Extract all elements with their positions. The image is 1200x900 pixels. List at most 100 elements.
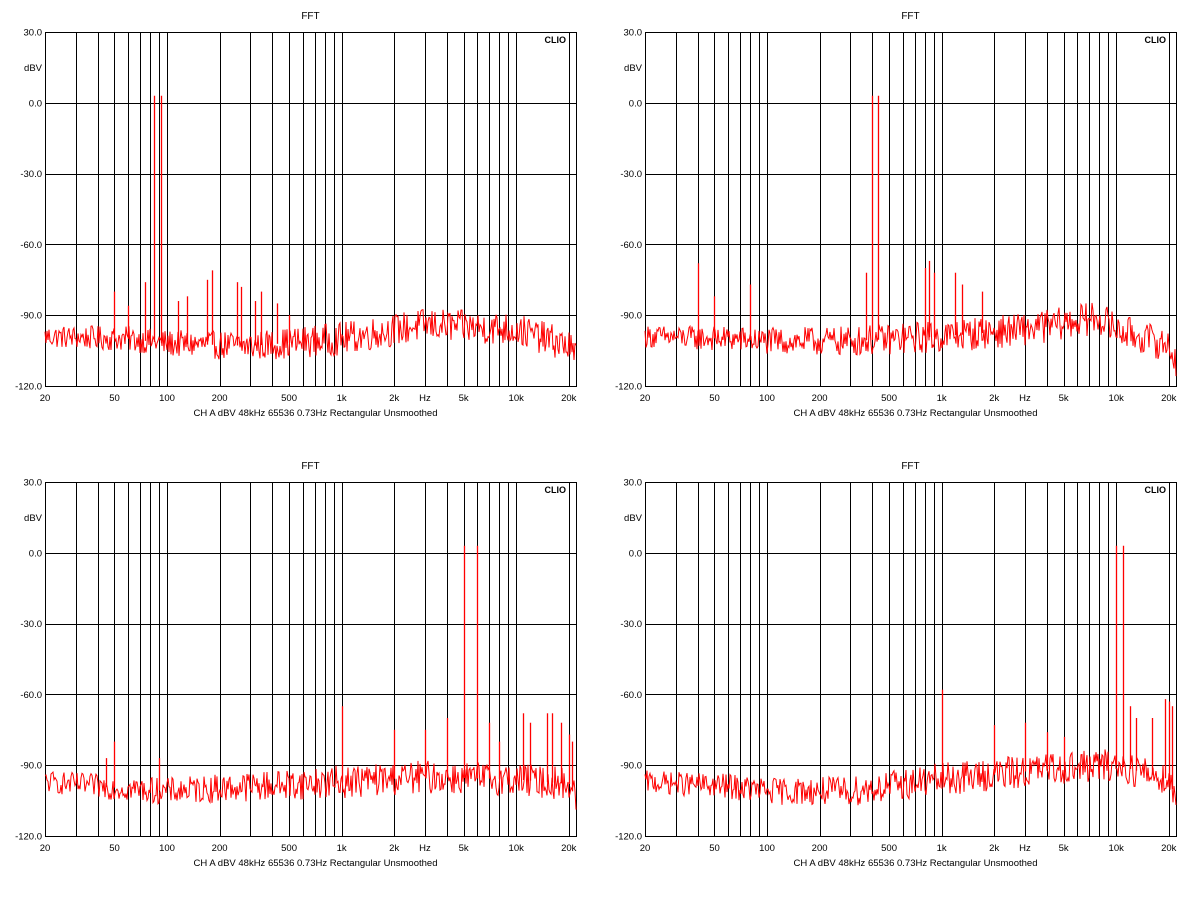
y-tick-label: -120.0 [615, 832, 642, 843]
x-tick-label: 10k [1109, 393, 1125, 404]
y-tick-label: -120.0 [615, 382, 642, 393]
settings-footer: CH A dBV 48kHz 65536 0.73Hz Rectangular … [194, 858, 438, 869]
noise-trace [44, 309, 577, 361]
vertical-gridlines [676, 482, 1170, 836]
x-tick-label: 20k [561, 843, 577, 854]
x-tick-label: 5k [459, 843, 469, 854]
y-axis-label: dBV [24, 513, 43, 524]
x-tick-label: 10k [1109, 843, 1125, 854]
x-tick-label: 200 [812, 843, 828, 854]
chart-title: FFT [901, 461, 919, 472]
y-tick-label: 30.0 [624, 478, 643, 489]
y-tick-label: -90.0 [20, 761, 42, 772]
x-tick-label: 5k [1059, 843, 1069, 854]
x-tick-label: 1k [937, 843, 947, 854]
x-tick-label: 200 [212, 843, 228, 854]
y-axis-label: dBV [624, 63, 643, 74]
y-tick-label: -30.0 [620, 169, 642, 180]
x-tick-label: 20k [1161, 393, 1177, 404]
x-tick-label: 20 [640, 843, 651, 854]
x-tick-label: 2k [989, 843, 999, 854]
y-tick-label: 30.0 [24, 28, 43, 39]
y-tick-label: -90.0 [20, 311, 42, 322]
x-tick-label: 2k [389, 843, 399, 854]
x-tick-label: 20k [1161, 843, 1177, 854]
y-tick-label: -120.0 [15, 382, 42, 393]
y-axis-label: dBV [24, 63, 43, 74]
x-tick-label: 200 [212, 393, 228, 404]
settings-footer: CH A dBV 48kHz 65536 0.73Hz Rectangular … [794, 408, 1038, 419]
y-tick-label: 0.0 [629, 548, 642, 559]
y-tick-label: 0.0 [629, 98, 642, 109]
x-tick-label: 20 [40, 393, 51, 404]
x-tick-label: 2k [989, 393, 999, 404]
x-tick-label: 200 [812, 393, 828, 404]
settings-footer: CH A dBV 48kHz 65536 0.73Hz Rectangular … [794, 858, 1038, 869]
x-tick-label: 10k [509, 843, 525, 854]
clio-brand-label: CLIO [1145, 35, 1167, 45]
x-tick-label: 500 [881, 843, 897, 854]
x-tick-label: Hz [419, 843, 431, 854]
y-tick-label: -60.0 [620, 240, 642, 251]
plot-frame [645, 32, 1177, 387]
noise-trace [44, 760, 577, 810]
noise-trace [644, 302, 1177, 377]
fft-chart-2: FFT 30.0 0.0 -30.0 -60.0 -90.0 -120.0 dBV 20 50 10… [615, 11, 1177, 419]
y-tick-label: 0.0 [29, 548, 42, 559]
x-tick-label: 100 [159, 393, 175, 404]
x-tick-label: 5k [1059, 393, 1069, 404]
y-tick-label: -30.0 [20, 169, 42, 180]
x-tick-label: 500 [281, 843, 297, 854]
clio-brand-label: CLIO [545, 35, 567, 45]
y-tick-label: -90.0 [620, 311, 642, 322]
settings-footer: CH A dBV 48kHz 65536 0.73Hz Rectangular … [194, 408, 438, 419]
chart-title: FFT [301, 461, 319, 472]
clio-brand-label: CLIO [545, 485, 567, 495]
x-tick-label: Hz [1019, 393, 1031, 404]
y-tick-label: -90.0 [620, 761, 642, 772]
y-tick-label: 30.0 [24, 478, 43, 489]
noise-trace [644, 749, 1177, 806]
x-tick-label: 20k [561, 393, 577, 404]
clio-brand-label: CLIO [1145, 485, 1167, 495]
y-tick-label: 30.0 [624, 28, 643, 39]
x-tick-label: 50 [709, 843, 720, 854]
x-tick-label: 10k [509, 393, 525, 404]
horizontal-gridlines [645, 482, 1176, 837]
y-axis-label: dBV [624, 513, 643, 524]
x-tick-label: 50 [109, 393, 120, 404]
x-tick-label: 20 [640, 393, 651, 404]
fft-chart-3: FFT 30.0 0.0 -30.0 -60.0 -90.0 -120.0 dBV 20 50 10… [15, 461, 577, 869]
x-tick-label: 5k [459, 393, 469, 404]
chart-title: FFT [901, 11, 919, 22]
fft-chart-4: FFT 30.0 0.0 -30.0 -60.0 -90.0 -120.0 dBV 20 50 10… [615, 461, 1177, 869]
x-tick-label: 500 [881, 393, 897, 404]
y-tick-label: -60.0 [20, 240, 42, 251]
x-tick-label: 100 [759, 843, 775, 854]
x-tick-label: 2k [389, 393, 399, 404]
chart-title: FFT [301, 11, 319, 22]
fft-chart-1: FFT 30.0 0.0 -30.0 -60.0 -90.0 -120.0 dBV 20 50 10… [15, 11, 577, 419]
y-tick-label: -30.0 [20, 619, 42, 630]
plot-frame [45, 32, 577, 387]
horizontal-gridlines [45, 482, 576, 837]
x-tick-label: 100 [759, 393, 775, 404]
x-tick-label: 50 [709, 393, 720, 404]
x-tick-label: 1k [937, 393, 947, 404]
y-tick-label: -120.0 [15, 832, 42, 843]
x-tick-label: 20 [40, 843, 51, 854]
x-tick-label: 1k [337, 393, 347, 404]
y-tick-label: -60.0 [620, 690, 642, 701]
x-tick-label: Hz [1019, 843, 1031, 854]
plot-frame [45, 482, 577, 837]
x-tick-label: 500 [281, 393, 297, 404]
y-tick-label: -30.0 [620, 619, 642, 630]
plot-frame [645, 482, 1177, 837]
y-tick-label: -60.0 [20, 690, 42, 701]
x-tick-label: 1k [337, 843, 347, 854]
x-tick-label: 100 [159, 843, 175, 854]
x-tick-label: 50 [109, 843, 120, 854]
x-tick-label: Hz [419, 393, 431, 404]
y-tick-label: 0.0 [29, 98, 42, 109]
